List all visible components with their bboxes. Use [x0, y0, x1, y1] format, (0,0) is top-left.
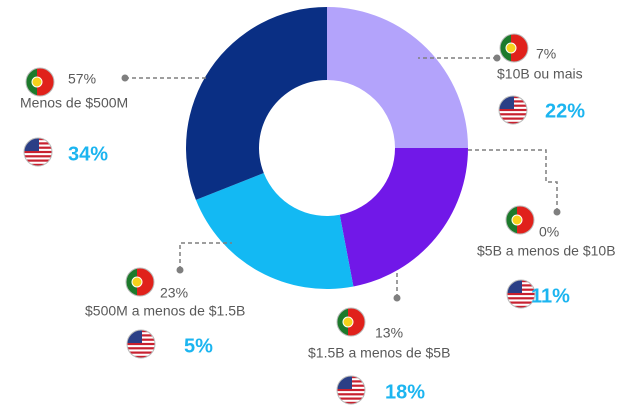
flag-emblem [505, 42, 517, 54]
flag-rim [506, 279, 536, 309]
us-value: 5% [184, 335, 213, 357]
us-flag [126, 329, 156, 359]
portugal-flag [505, 205, 535, 235]
flag-stripe [507, 297, 535, 300]
leader-dot [553, 208, 561, 216]
flag-stripe [507, 301, 535, 304]
category-label: $10B ou mais [497, 66, 583, 82]
flag-stripe [127, 342, 155, 346]
portugal-value: 57% [68, 71, 96, 87]
category-label: $5B a menos de $10B [477, 243, 616, 259]
flag-rim [336, 307, 366, 337]
leader-line [466, 149, 558, 212]
category-label: Menos de $500M [20, 95, 128, 111]
portugal-flag [25, 67, 55, 97]
flag-stripe [337, 388, 365, 392]
flag-stripe [24, 159, 52, 162]
flag-rim [126, 329, 156, 359]
flag-stripe [127, 347, 155, 350]
flag-emblem [342, 316, 354, 328]
flag-stripe [127, 351, 155, 354]
us-flag [498, 95, 528, 125]
flag-stripe [337, 393, 365, 396]
us-value: 34% [68, 143, 108, 165]
us-value: 22% [545, 100, 585, 122]
flag-stripe [499, 108, 527, 112]
portugal-flag [336, 307, 366, 337]
portugal-value: 7% [536, 46, 556, 62]
flag-stripe [337, 397, 365, 400]
flag-rim [499, 33, 529, 63]
flag-stripe [499, 121, 527, 124]
portugal-value: 13% [375, 325, 403, 341]
category-label: $500M a menos de $1.5B [85, 303, 245, 319]
category-label: $1.5B a menos de $5B [308, 345, 450, 361]
flag-rim [25, 67, 55, 97]
flag-stripe [507, 292, 535, 296]
flag-stripe [337, 401, 365, 404]
flag-body [507, 280, 535, 308]
flag-stripe [24, 155, 52, 158]
us-value: 18% [385, 381, 425, 403]
flag-stripe [24, 163, 52, 166]
portugal-flag [125, 267, 155, 297]
flag-rim [336, 375, 366, 405]
portugal-value: 23% [160, 285, 188, 301]
flag-rim [505, 205, 535, 235]
flag-body [24, 138, 52, 166]
flag-stripe [499, 117, 527, 120]
us-value: 11% [531, 285, 570, 307]
us-flag [336, 375, 366, 405]
flag-stripe [499, 113, 527, 116]
flag-emblem [31, 76, 43, 88]
portugal-flag [499, 33, 529, 63]
flag-emblem [131, 276, 143, 288]
us-flag [23, 137, 53, 167]
flag-stripe [24, 150, 52, 154]
leader-dot [176, 266, 184, 274]
donut-segment [327, 7, 468, 148]
us-flag [506, 279, 536, 309]
flag-emblem [511, 214, 523, 226]
flag-stripe [127, 355, 155, 358]
donut-segment [186, 7, 327, 200]
donut-segment [195, 173, 354, 289]
flag-rim [23, 137, 53, 167]
flag-stripe [507, 305, 535, 308]
flag-rim [125, 267, 155, 297]
leader-line [179, 242, 232, 270]
leader-dot [493, 54, 501, 62]
leader-dot [393, 294, 401, 302]
portugal-value: 0% [539, 224, 559, 240]
donut-segment [339, 148, 468, 287]
flag-rim [498, 95, 528, 125]
leader-dot [121, 74, 129, 82]
